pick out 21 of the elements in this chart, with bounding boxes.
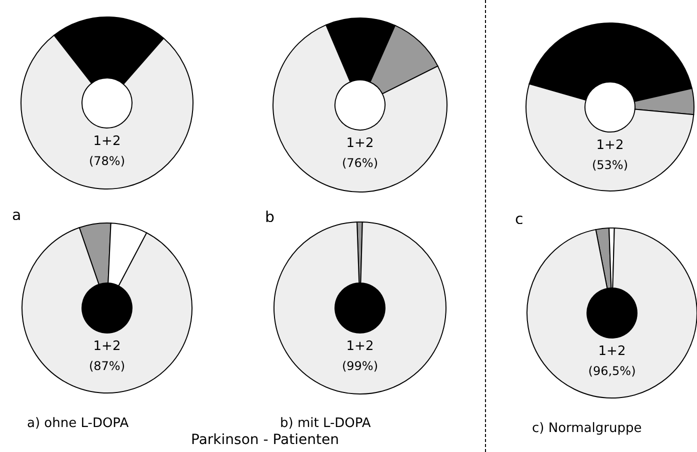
text: b bbox=[265, 208, 275, 226]
text: a bbox=[12, 206, 22, 224]
slice-label: 1+2 bbox=[598, 344, 626, 359]
text: c) Normalgruppe bbox=[532, 421, 642, 436]
data-label: (76%) bbox=[342, 156, 378, 170]
data-label: (78%) bbox=[88, 154, 126, 168]
text: Parkinson - Patienten bbox=[191, 432, 339, 448]
slice-label: 1+2 bbox=[346, 339, 374, 354]
donut-slice bbox=[274, 222, 446, 394]
data-label: (87%) bbox=[88, 359, 126, 373]
slice-label: 1+2 bbox=[596, 138, 624, 153]
text: a) ohne L-DOPA bbox=[27, 416, 129, 431]
text: b) mit L-DOPA bbox=[280, 416, 371, 431]
data-label: (99%) bbox=[342, 359, 378, 373]
slice-label: 1+2 bbox=[346, 136, 374, 151]
slice-label: 1+2 bbox=[93, 134, 121, 149]
data-label: (53%) bbox=[592, 158, 628, 172]
data-label: (96,5%) bbox=[588, 364, 636, 378]
donut-slice bbox=[526, 228, 697, 398]
slice-label: 1+2 bbox=[93, 339, 121, 354]
text: c bbox=[515, 210, 524, 228]
